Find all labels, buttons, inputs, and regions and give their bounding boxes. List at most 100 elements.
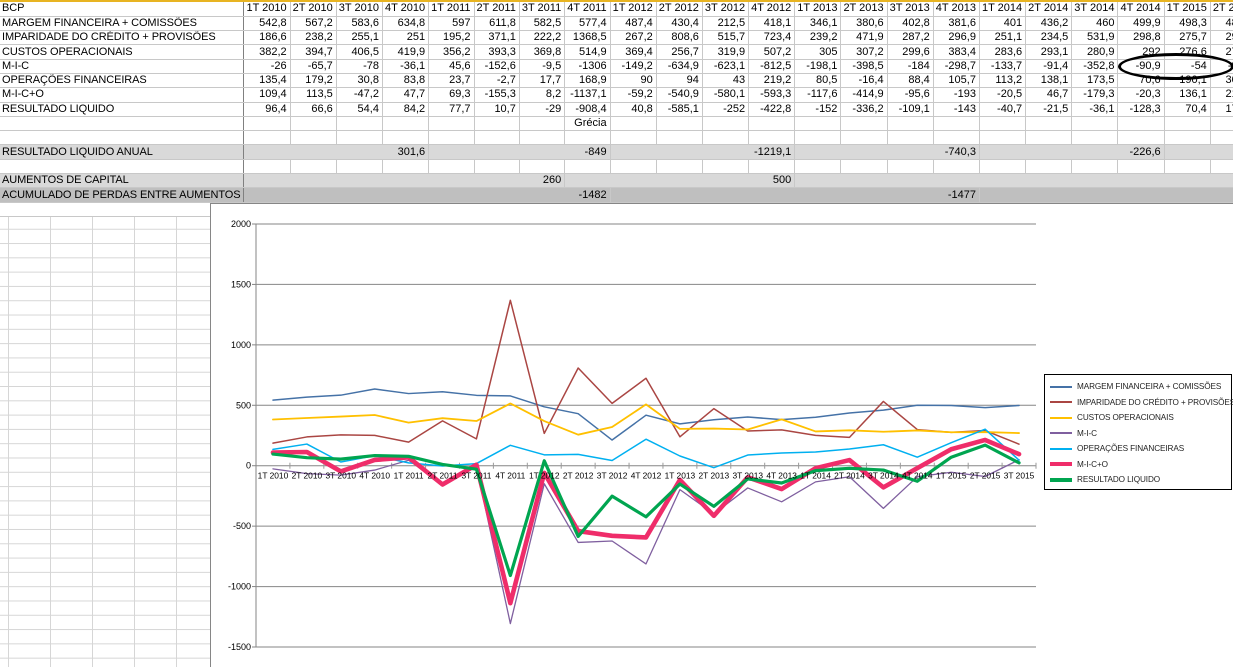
column-header-3t-2014[interactable]: 3T 2014 xyxy=(1071,2,1119,17)
data-cell[interactable]: -352,8 xyxy=(1071,59,1119,74)
legend-item[interactable]: IMPARIDADE DO CRÉDITO + PROVISÕES xyxy=(1050,395,1233,411)
chart-series-line[interactable] xyxy=(272,299,1020,445)
data-cell[interactable]: 299,6 xyxy=(887,44,934,60)
empty-cell[interactable] xyxy=(336,130,383,146)
empty-cell[interactable] xyxy=(656,130,703,146)
empty-cell[interactable] xyxy=(933,116,980,132)
data-cell[interactable]: 498,3 xyxy=(1164,16,1211,32)
summary-value[interactable]: 301,6 xyxy=(243,144,430,160)
data-cell[interactable]: -21,5 xyxy=(1025,102,1073,117)
empty-cell[interactable] xyxy=(382,159,430,175)
data-cell[interactable]: 195,2 xyxy=(428,30,475,46)
data-cell[interactable]: 186,6 xyxy=(243,30,291,46)
column-header-4t-2012[interactable]: 4T 2012 xyxy=(748,2,796,17)
empty-cell[interactable] xyxy=(519,130,566,146)
data-cell[interactable]: 436,2 xyxy=(1025,16,1073,32)
empty-cell[interactable] xyxy=(1071,130,1119,146)
data-cell[interactable]: 514,9 xyxy=(564,44,611,60)
data-cell[interactable]: -29 xyxy=(519,102,566,117)
empty-cell[interactable] xyxy=(564,130,611,146)
data-cell[interactable]: -26 xyxy=(243,59,291,74)
summary-value[interactable]: -1219,1 xyxy=(610,144,796,160)
empty-cell[interactable] xyxy=(656,159,703,175)
column-header-1t-2015[interactable]: 1T 2015 xyxy=(1164,2,1211,17)
empty-cell[interactable] xyxy=(610,159,657,175)
column-header-2t-2015[interactable]: 2T 2015 xyxy=(1210,2,1233,17)
data-cell[interactable]: 267,2 xyxy=(610,30,657,46)
empty-cell[interactable] xyxy=(887,130,934,146)
chart-legend[interactable]: MARGEM FINANCEIRA + COMISSÕES IMPARIDADE … xyxy=(1044,374,1233,490)
data-cell[interactable]: 222,2 xyxy=(519,30,566,46)
data-cell[interactable]: -908,4 xyxy=(564,102,611,117)
data-cell[interactable]: -149,2 xyxy=(610,59,657,74)
empty-cell[interactable] xyxy=(1210,159,1233,175)
data-cell[interactable]: -9,5 xyxy=(519,59,566,74)
data-cell[interactable]: 356,2 xyxy=(428,44,475,60)
data-cell[interactable]: 46,7 xyxy=(1025,87,1073,103)
data-cell[interactable]: 251,1 xyxy=(979,30,1027,46)
summary-value[interactable]: 2250 xyxy=(794,173,1233,189)
empty-cell[interactable] xyxy=(933,159,980,175)
data-cell[interactable]: 487,4 xyxy=(610,16,657,32)
summary-value[interactable]: 500 xyxy=(564,173,796,189)
data-cell[interactable]: 138,1 xyxy=(1025,73,1073,89)
data-cell[interactable]: 43 xyxy=(702,73,750,89)
column-header-4t-2013[interactable]: 4T 2013 xyxy=(933,2,980,17)
data-cell[interactable]: -193 xyxy=(933,87,980,103)
empty-cell[interactable] xyxy=(1025,116,1073,132)
data-cell[interactable]: 23,7 xyxy=(428,73,475,89)
data-cell[interactable]: 276,6 xyxy=(1164,44,1211,60)
empty-cell[interactable] xyxy=(519,159,566,175)
data-cell[interactable]: 381,6 xyxy=(933,16,980,32)
data-cell[interactable]: 402,8 xyxy=(887,16,934,32)
data-cell[interactable]: -623,1 xyxy=(702,59,750,74)
data-cell[interactable]: -580,1 xyxy=(702,87,750,103)
summary-value[interactable]: 260 xyxy=(243,173,566,189)
note-grecia[interactable]: Grécia xyxy=(564,116,611,132)
empty-cell[interactable] xyxy=(290,159,337,175)
empty-cell[interactable] xyxy=(840,159,888,175)
data-cell[interactable]: -585,1 xyxy=(656,102,703,117)
empty-cell[interactable] xyxy=(382,130,430,146)
empty-cell[interactable] xyxy=(794,159,842,175)
summary-value[interactable]: -226,6 xyxy=(979,144,1165,160)
column-header-3t-2012[interactable]: 3T 2012 xyxy=(702,2,750,17)
data-cell[interactable]: 293,1 xyxy=(1025,44,1073,60)
data-cell[interactable]: -179,3 xyxy=(1071,87,1119,103)
data-cell[interactable]: 190,1 xyxy=(1164,73,1211,89)
legend-item[interactable]: MARGEM FINANCEIRA + COMISSÕES xyxy=(1050,379,1226,395)
data-cell[interactable]: 238,2 xyxy=(290,30,337,46)
data-cell[interactable]: 283,6 xyxy=(979,44,1027,60)
data-cell[interactable]: 90 xyxy=(610,73,657,89)
summary-value[interactable]: 264,5 xyxy=(1164,144,1233,160)
summary-value[interactable]: -1482 xyxy=(243,187,611,203)
column-header-1t-2014[interactable]: 1T 2014 xyxy=(979,2,1027,17)
data-cell[interactable]: -812,5 xyxy=(748,59,796,74)
empty-cell[interactable] xyxy=(840,116,888,132)
data-cell[interactable]: 480,4 xyxy=(1210,16,1233,32)
column-header-2t-2010[interactable]: 2T 2010 xyxy=(290,2,337,17)
data-cell[interactable]: -36,1 xyxy=(1071,102,1119,117)
data-cell[interactable]: -20,3 xyxy=(1117,87,1165,103)
column-header-1t-2011[interactable]: 1T 2011 xyxy=(428,2,475,17)
data-cell[interactable]: 109,4 xyxy=(243,87,291,103)
data-cell[interactable]: 394,7 xyxy=(290,44,337,60)
empty-cell[interactable] xyxy=(748,159,796,175)
empty-cell[interactable] xyxy=(1164,159,1211,175)
data-cell[interactable]: 136,1 xyxy=(1164,87,1211,103)
data-cell[interactable]: 542,8 xyxy=(243,16,291,32)
data-cell[interactable]: -152,6 xyxy=(474,59,520,74)
data-cell[interactable]: 179,2 xyxy=(290,73,337,89)
data-cell[interactable]: 94 xyxy=(656,73,703,89)
data-cell[interactable]: 170,3 xyxy=(1210,102,1233,117)
data-cell[interactable]: 70,4 xyxy=(1164,102,1211,117)
data-cell[interactable]: 597 xyxy=(428,16,475,32)
empty-cell[interactable] xyxy=(702,130,750,146)
data-cell[interactable]: 430,4 xyxy=(656,16,703,32)
empty-cell[interactable] xyxy=(702,159,750,175)
data-cell[interactable]: -298,7 xyxy=(933,59,980,74)
data-cell[interactable]: 369,4 xyxy=(610,44,657,60)
column-header-2t-2012[interactable]: 2T 2012 xyxy=(656,2,703,17)
data-cell[interactable]: 66,6 xyxy=(290,102,337,117)
data-cell[interactable]: -117,6 xyxy=(794,87,842,103)
